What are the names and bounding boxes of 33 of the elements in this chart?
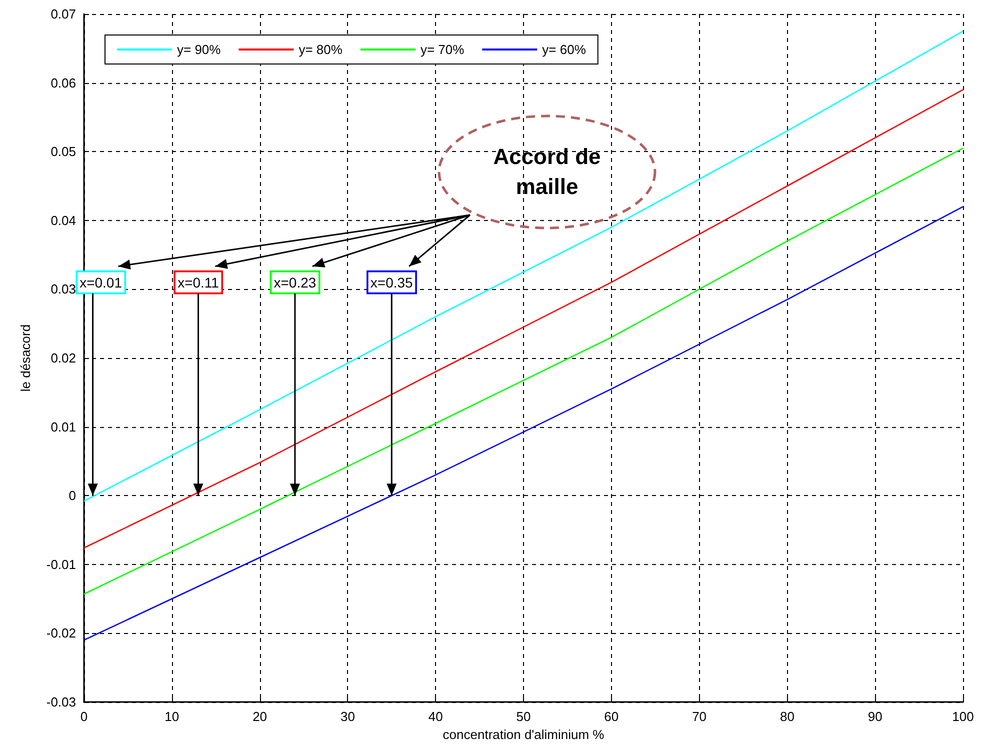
- x-tick-label: 70: [692, 709, 707, 724]
- x-tick-label: 0: [80, 709, 88, 724]
- annotation: x=0.11: [178, 274, 220, 290]
- legend-label: y= 70%: [420, 42, 465, 57]
- y-tick-label: -0.01: [46, 556, 76, 572]
- x-tick-label: 20: [252, 709, 268, 724]
- y-axis-title: le désacord: [18, 324, 33, 392]
- x-tick-label: 80: [780, 709, 794, 724]
- x-tick-label: 30: [340, 709, 355, 724]
- x-tick-label: 40: [428, 709, 443, 724]
- y-tick-label: -0.02: [46, 626, 76, 641]
- x-tick-label: 90: [868, 709, 882, 724]
- y-tick-label: 0.06: [50, 75, 76, 90]
- y-tick-label: 0.04: [50, 212, 76, 228]
- x-tick-label: 100: [952, 709, 974, 724]
- x-tick-label: 60: [604, 709, 619, 724]
- annotation: x=0.35: [370, 274, 414, 290]
- annotation: x=0.23: [274, 274, 316, 290]
- y-tick-label: 0: [68, 488, 76, 504]
- annotation: x=0.01: [80, 274, 122, 290]
- y-tick-label: -0.03: [46, 694, 76, 710]
- y-tick-label: 0.02: [50, 350, 76, 366]
- annotation: Accord de maille: [493, 144, 601, 199]
- y-tick-label: 0.01: [50, 419, 76, 434]
- x-tick-label: 10: [164, 709, 180, 724]
- y-tick-label: 0.05: [50, 144, 76, 160]
- x-axis-title: concentration d'aliminium %: [442, 727, 605, 742]
- legend-label: y= 90%: [177, 42, 222, 57]
- y-tick-label: 0.03: [50, 282, 76, 297]
- legend-label: y= 80%: [298, 42, 343, 57]
- x-tick-label: 50: [516, 709, 531, 724]
- legend-label: y= 60%: [542, 42, 586, 57]
- y-tick-label: 0.07: [50, 6, 76, 22]
